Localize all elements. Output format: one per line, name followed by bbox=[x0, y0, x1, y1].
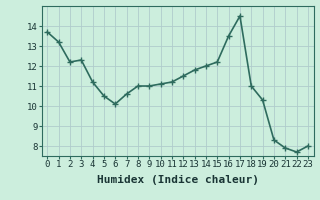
X-axis label: Humidex (Indice chaleur): Humidex (Indice chaleur) bbox=[97, 175, 259, 185]
